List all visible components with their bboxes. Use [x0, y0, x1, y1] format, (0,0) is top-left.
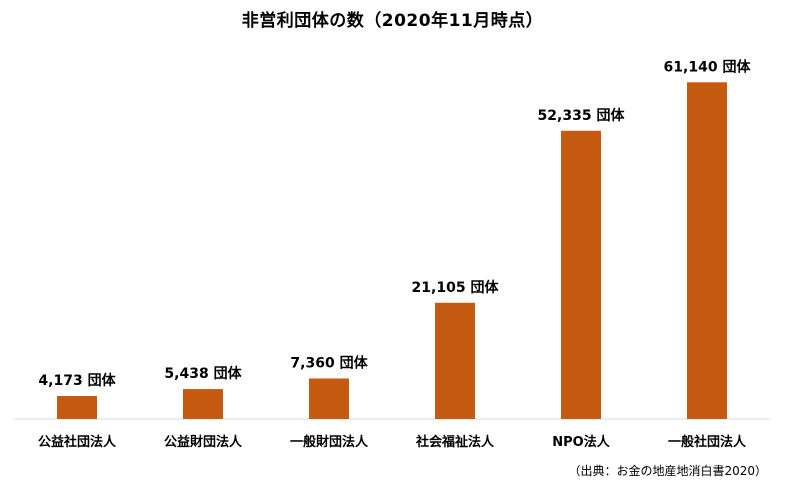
data-label-4: 52,335 団体 [538, 107, 626, 124]
data-label-0: 4,173 団体 [38, 372, 116, 389]
chart-title: 非営利団体の数（2020年11月時点） [241, 11, 544, 31]
bar-1 [183, 389, 223, 419]
data-label-3: 21,105 団体 [412, 279, 500, 296]
category-label-0: 公益社団法人 [38, 434, 117, 450]
bar-2 [309, 378, 349, 419]
bar-4 [561, 130, 601, 419]
bar-3 [435, 302, 475, 419]
category-label-3: 社会福祉法人 [415, 434, 495, 450]
data-label-5: 61,140 団体 [664, 58, 752, 75]
category-label-2: 一般財団法人 [290, 434, 369, 450]
category-label-5: 一般社団法人 [668, 434, 747, 450]
data-label-2: 7,360 団体 [290, 354, 368, 371]
bar-5 [687, 82, 727, 419]
bar-0 [57, 396, 97, 419]
data-label-1: 5,438 団体 [164, 365, 242, 382]
category-label-1: 公益財団法人 [164, 434, 243, 450]
source-note: （出典：お金の地産地消白書2020） [568, 464, 767, 478]
category-label-4: NPO法人 [552, 434, 610, 450]
